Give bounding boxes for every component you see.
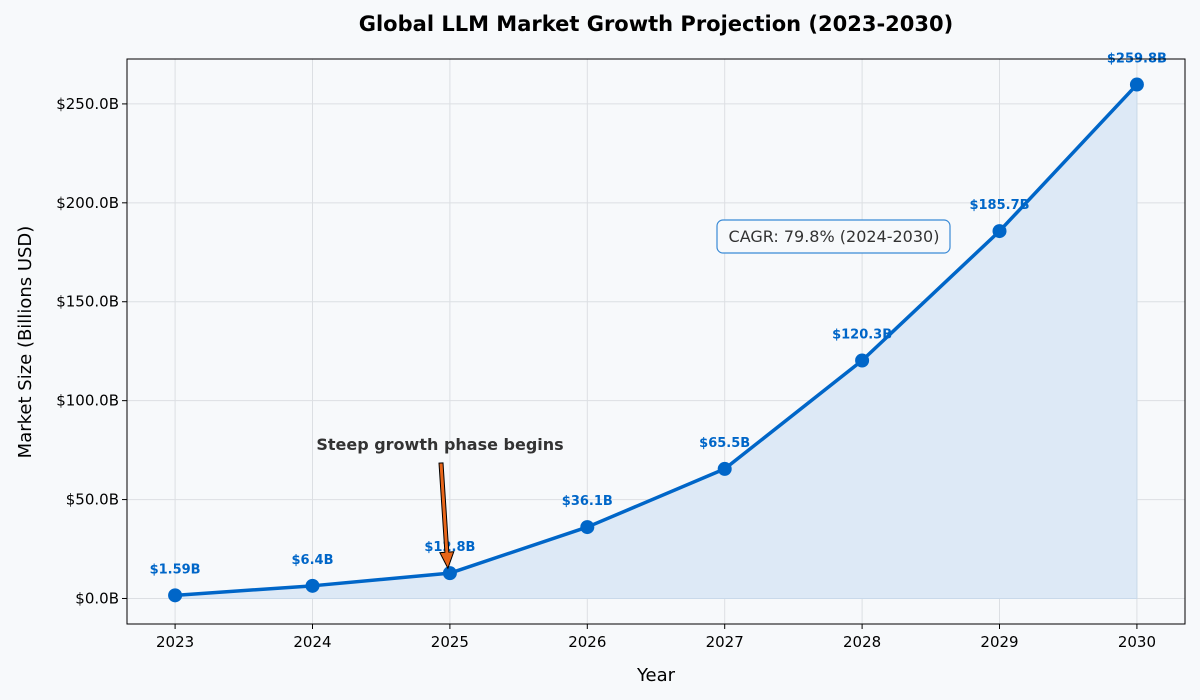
- data-label: $6.4B: [292, 553, 334, 568]
- x-tick-label: 2028: [843, 633, 881, 651]
- data-labels-group: $1.59B $6.4B $12.8B $36.1B $65.5B $120.3B $185…: [150, 52, 1167, 578]
- data-point: [855, 353, 870, 368]
- y-axis-label: Market Size (Billions USD): [15, 226, 36, 459]
- cagr-box: CAGR: 79.8% (2024-2030): [716, 219, 951, 254]
- chart-title: Global LLM Market Growth Projection (202…: [359, 12, 953, 36]
- data-point: [168, 588, 183, 603]
- annotation-arrow: [438, 462, 455, 570]
- data-point: [992, 224, 1007, 239]
- x-tick-label: 2026: [568, 633, 606, 651]
- x-tick-label: 2029: [980, 633, 1018, 651]
- x-tick-label: 2024: [293, 633, 331, 651]
- data-label: $120.3B: [832, 327, 892, 342]
- x-tick-label: 2030: [1118, 633, 1156, 651]
- x-tick-label: 2023: [156, 633, 194, 651]
- y-tick-label: $100.0B: [56, 392, 119, 410]
- data-label: $36.1B: [562, 494, 613, 509]
- y-tick-label: $0.0B: [75, 589, 119, 607]
- cagr-box-frame: [716, 219, 951, 254]
- data-label: $185.7B: [969, 198, 1029, 213]
- data-point: [717, 461, 732, 476]
- data-label: $1.59B: [150, 562, 201, 577]
- annotation-text: Steep growth phase begins: [316, 435, 563, 454]
- y-tick-label: $200.0B: [56, 194, 119, 212]
- cagr-text: CAGR: 79.8% (2024-2030): [729, 227, 940, 246]
- y-tick-label: $150.0B: [56, 293, 119, 311]
- data-point: [580, 520, 595, 535]
- data-point: [1129, 77, 1144, 92]
- plot-frame: [126, 58, 1186, 625]
- y-axis-ticks: $0.0B $50.0B $100.0B $150.0B $200.0B $250.0B: [56, 95, 127, 607]
- x-tick-label: 2027: [706, 633, 744, 651]
- y-tick-label: $50.0B: [66, 491, 119, 509]
- data-points-group: [168, 77, 1144, 603]
- y-tick-label: $250.0B: [56, 95, 119, 113]
- data-label: $65.5B: [699, 436, 750, 451]
- data-label: $12.8B: [424, 540, 475, 555]
- annotation-group: Steep growth phase begins: [316, 435, 564, 570]
- x-axis-ticks: 2023 2024 2025 2026 2027 2028 2029 2030: [156, 624, 1156, 651]
- data-point: [442, 566, 457, 581]
- series-line-group: [174, 83, 1139, 598]
- data-point: [305, 578, 320, 593]
- x-axis-label: Year: [636, 665, 676, 686]
- x-tick-label: 2025: [431, 633, 469, 651]
- series-line: [174, 83, 1139, 598]
